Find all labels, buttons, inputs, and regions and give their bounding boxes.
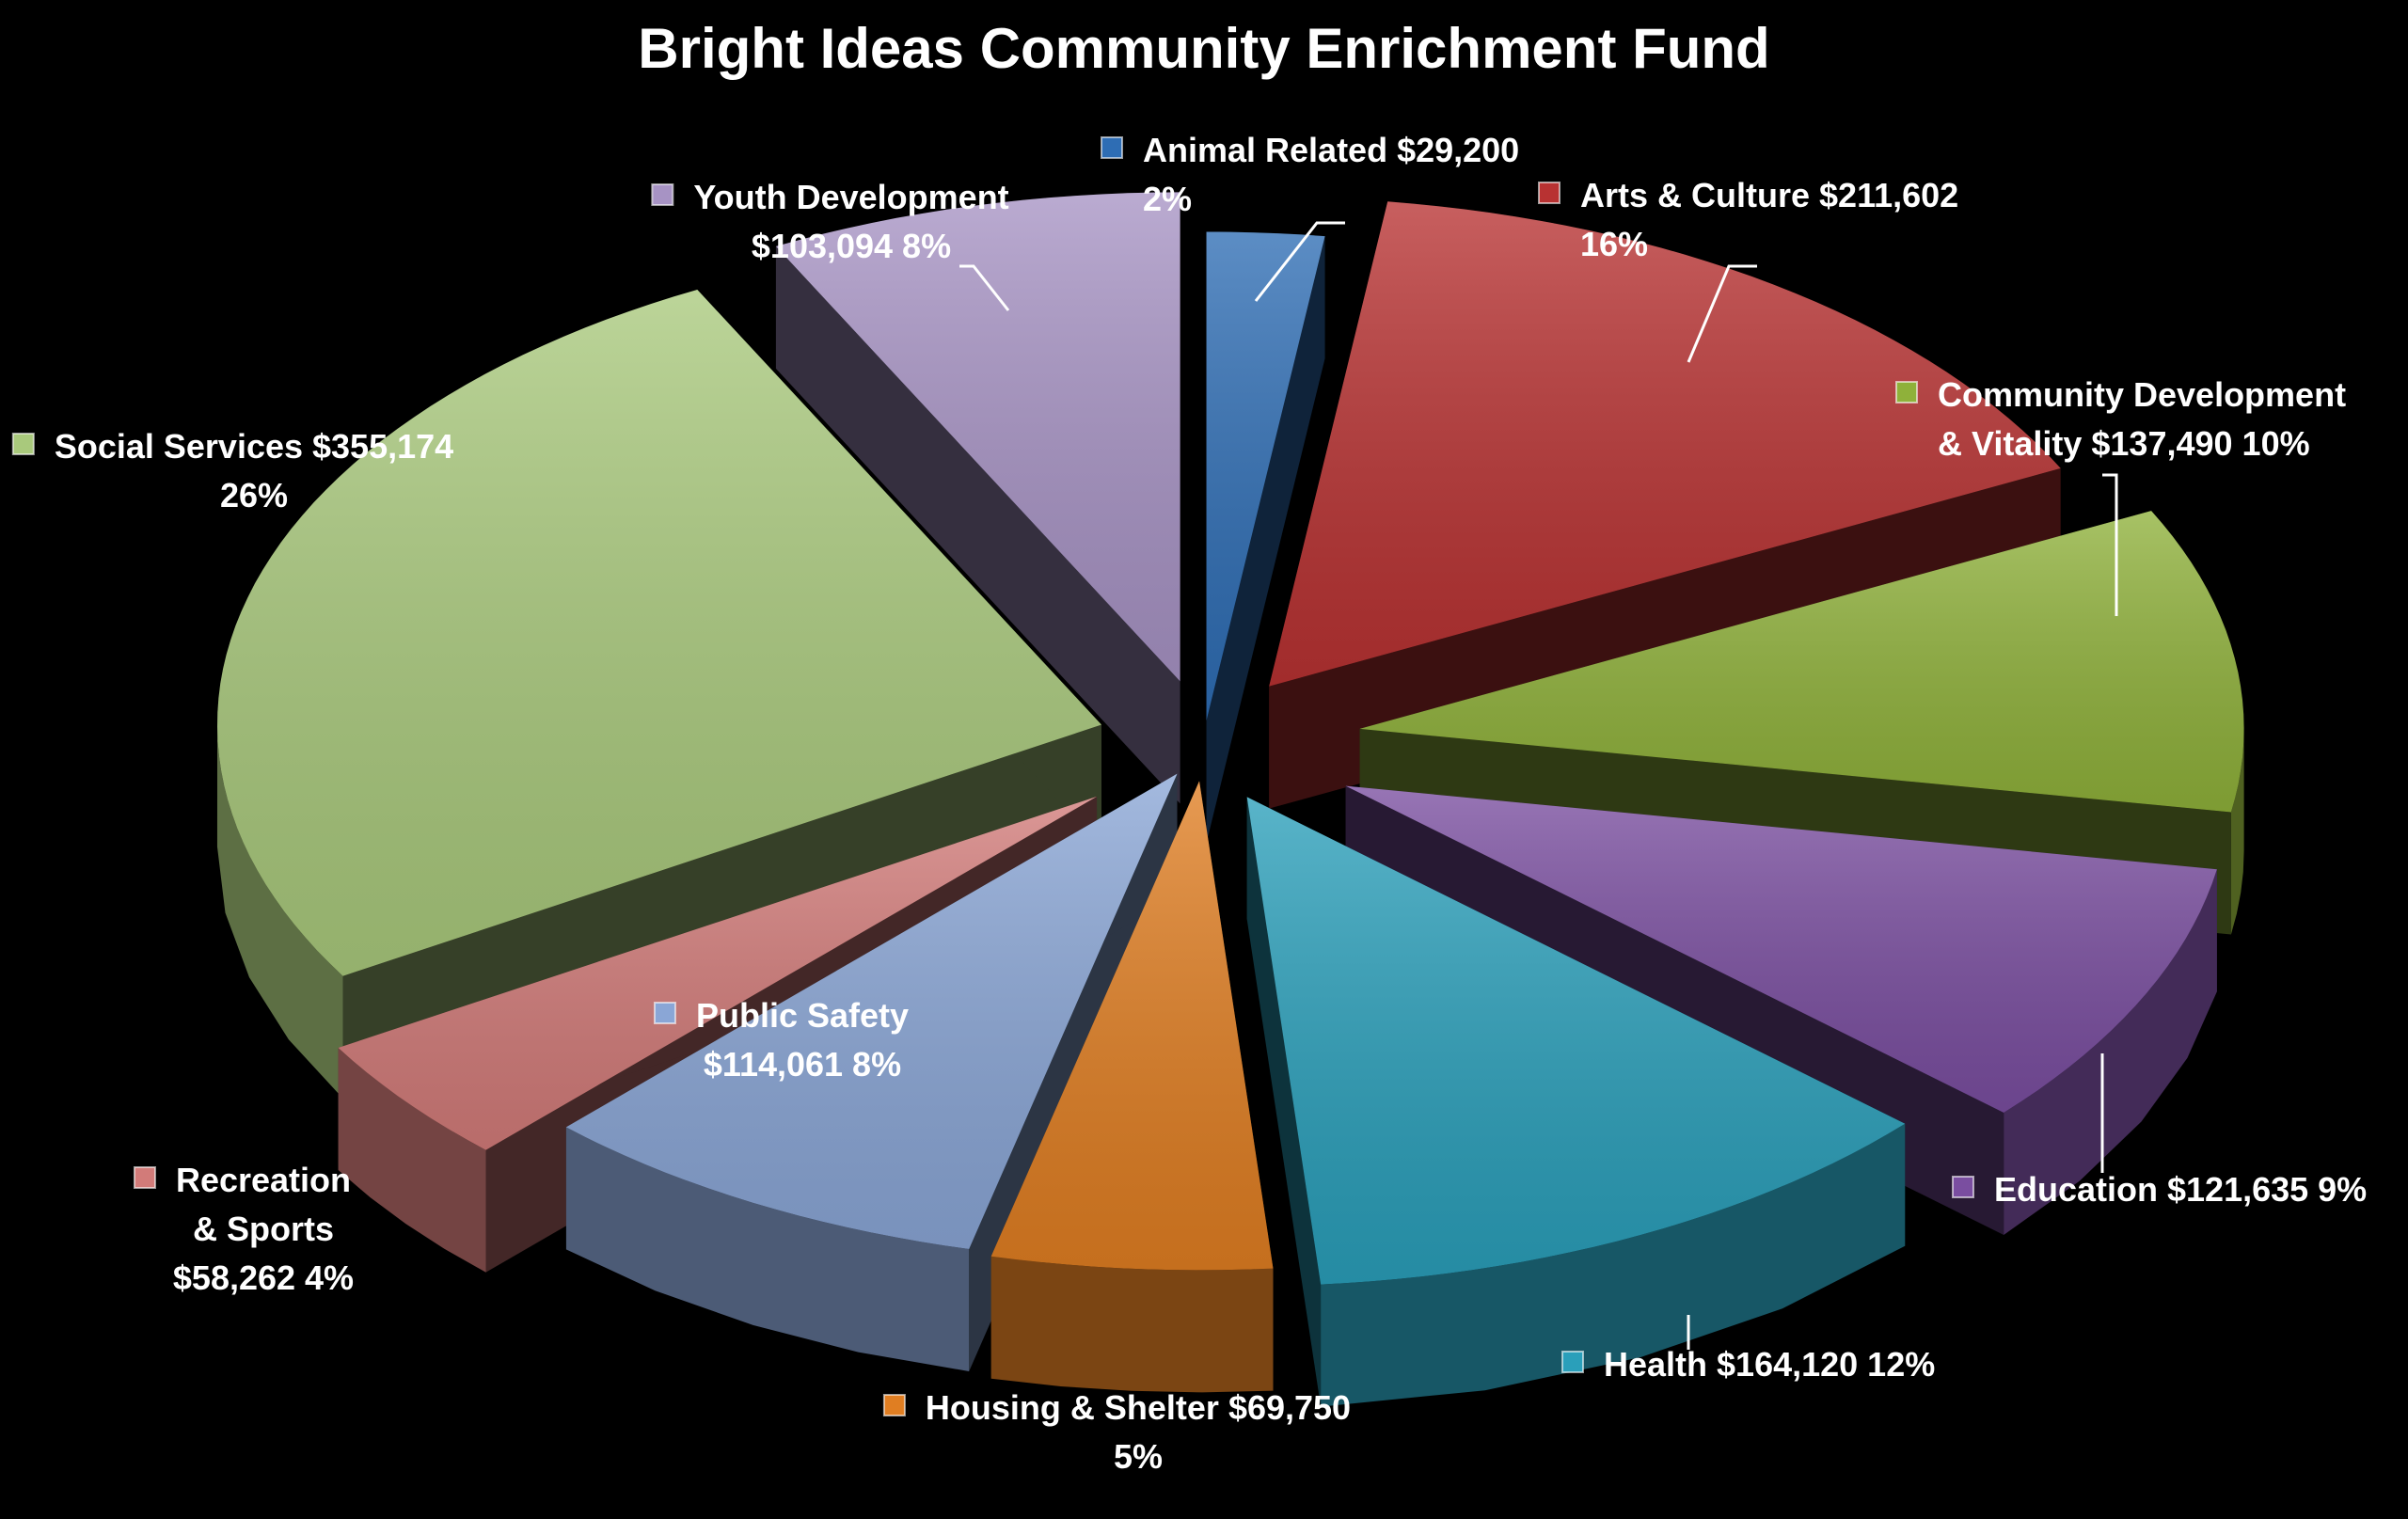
label-line-arts-and-culture-1: 16% [1580, 225, 1648, 263]
legend-marker-housing-and-shelter [882, 1394, 906, 1416]
outer-wall-social-services-0 [216, 724, 343, 1099]
data-label-education: Education $121,635 9% [1952, 1170, 2367, 1209]
outer-wall-education-0 [2004, 869, 2217, 1235]
slice-public-safety-sheen [565, 773, 1178, 1249]
label-line-housing-and-shelter-1: 5% [1114, 1437, 1163, 1476]
label-line-recreation-and-sports-2: $58,262 4% [173, 1258, 354, 1297]
label-line-education-0: Education $121,635 9% [1994, 1170, 2367, 1209]
label-line-social-services-1: 26% [220, 476, 288, 514]
label-line-community-development-and-vitality-0: Community Development [1938, 375, 2346, 414]
slice-animal-related-sheen [1206, 231, 1325, 721]
leader-line-community-development-and-vitality [2102, 473, 2118, 616]
legend-marker-recreation-and-sports [133, 1166, 156, 1189]
label-line-social-services-0: Social Services $355,174 [55, 427, 453, 466]
data-label-animal-related: Animal Related $29,200 2% [1101, 131, 1519, 218]
wall-youth-development-start [775, 245, 1180, 804]
data-label-housing-and-shelter: Housing & Shelter $69,750 5% [882, 1388, 1351, 1476]
label-line-arts-and-culture-0: Arts & Culture $211,602 [1580, 176, 1958, 214]
slice-youth-development-sheen [775, 192, 1180, 682]
data-label-youth-development: Youth Development $103,094 8% [651, 178, 1009, 265]
slice-health-sheen [1246, 797, 1906, 1285]
label-line-health-0: Health $164,120 12% [1604, 1345, 1935, 1384]
data-label-public-safety: Public Safety $114,061 8% [653, 996, 909, 1084]
label-line-youth-development-0: Youth Development [693, 178, 1008, 216]
label-line-public-safety-0: Public Safety [696, 996, 909, 1035]
leader-line-youth-development [959, 264, 1010, 311]
legend-marker-social-services [11, 433, 35, 455]
outer-wall-recreation-and-sports-0 [338, 1048, 486, 1273]
legend-marker-education [1952, 1176, 1974, 1198]
pie-slice-tops [217, 192, 2244, 1285]
wall-health-end [1246, 797, 1322, 1407]
outer-wall-public-safety-0 [565, 1127, 970, 1371]
label-line-housing-and-shelter-0: Housing & Shelter $69,750 [926, 1388, 1351, 1427]
legend-marker-youth-development [651, 183, 674, 206]
slice-arts-and-culture-sheen [1269, 201, 2061, 687]
data-label-health: Health $164,120 12% [1561, 1345, 1935, 1384]
data-label-recreation-and-sports: Recreation & Sports $58,262 4% [133, 1161, 354, 1297]
label-line-community-development-and-vitality-1: & Vitality $137,490 10% [1938, 424, 2310, 463]
wall-animal-related-end [1206, 236, 1325, 844]
outer-wall-housing-and-shelter-0 [990, 1256, 1274, 1393]
slice-education-sheen [1345, 785, 2217, 1113]
data-label-community-development-and-vitality: Community Development & Vitality $137,490… [1895, 375, 2346, 463]
leader-line-animal-related [1254, 221, 1345, 302]
legend-marker-community-development-and-vitality [1895, 381, 1918, 403]
label-line-animal-related-0: Animal Related $29,200 [1143, 131, 1519, 169]
slice-social-services-sheen [217, 290, 1101, 976]
data-label-arts-and-culture: Arts & Culture $211,602 16% [1538, 176, 1958, 263]
label-line-youth-development-1: $103,094 8% [752, 227, 951, 265]
data-labels: Animal Related $29,200 2% Arts & Culture $… [11, 131, 2367, 1476]
legend-marker-public-safety [653, 1002, 676, 1024]
label-line-animal-related-1: 2% [1143, 180, 1192, 218]
slice-community-development-and-vitality-sheen [1359, 511, 2244, 813]
label-line-recreation-and-sports-0: Recreation [176, 1161, 351, 1199]
label-line-public-safety-1: $114,061 8% [704, 1045, 901, 1084]
outer-wall-community-development-and-vitality-0 [2230, 728, 2244, 935]
slice-housing-and-shelter-sheen [990, 781, 1274, 1271]
data-label-social-services: Social Services $355,174 26% [11, 427, 453, 514]
label-line-recreation-and-sports-1: & Sports [193, 1210, 334, 1248]
outer-wall-health-0 [1321, 1123, 1906, 1407]
legend-marker-animal-related [1101, 136, 1123, 159]
legend-marker-health [1561, 1351, 1584, 1373]
legend-marker-arts-and-culture [1538, 182, 1560, 204]
chart-title: Bright Ideas Community Enrichment Fund [638, 17, 1769, 80]
slice-recreation-and-sports-sheen [338, 796, 1098, 1150]
leader-line-arts-and-culture [1687, 264, 1757, 363]
